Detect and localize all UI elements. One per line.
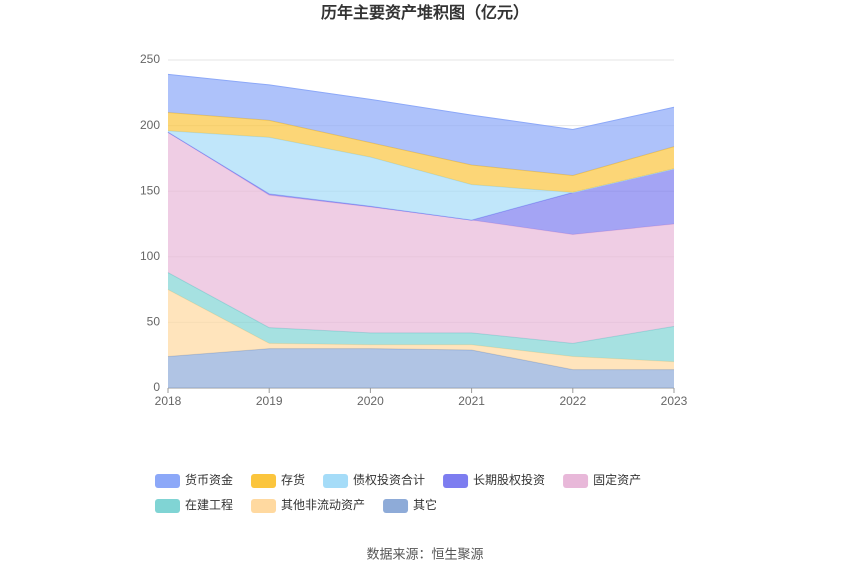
legend-swatch [155, 499, 180, 513]
area [168, 289, 674, 370]
legend-label: 其它 [413, 497, 437, 512]
area [168, 132, 674, 235]
legend-label: 其他非流动资产 [281, 498, 365, 512]
legend-swatch [563, 474, 589, 488]
area [168, 130, 674, 221]
area-edge [167, 73, 675, 131]
x-tick-label: 2019 [256, 394, 283, 408]
legend-swatch [251, 474, 277, 488]
legend-label: 固定资产 [593, 472, 641, 487]
area [168, 132, 674, 344]
x-tick-label: 2023 [661, 394, 688, 408]
y-tick-label: 0 [153, 380, 160, 394]
source: 数据来源：恒生聚源 [366, 546, 483, 561]
y-tick-label: 200 [140, 118, 160, 132]
y-tick-label: 50 [147, 315, 161, 329]
legend-swatch [383, 499, 409, 513]
legend-label: 货币资金 [185, 472, 233, 487]
legend-label: 长期股权投资 [473, 472, 545, 487]
area [168, 74, 674, 176]
x-tick-label: 2021 [458, 394, 485, 408]
area [168, 348, 674, 388]
area [168, 272, 674, 362]
legend-swatch [323, 474, 349, 488]
legend-label: 债权投资合计 [353, 472, 425, 487]
y-tick-label: 100 [140, 249, 160, 263]
y-tick-label: 250 [140, 52, 160, 66]
area [168, 112, 674, 193]
legend-label: 在建工程 [185, 497, 233, 512]
legend-label: 存货 [281, 472, 305, 487]
x-tick-label: 2022 [559, 394, 586, 408]
x-tick-label: 2018 [155, 394, 182, 408]
legend-swatch [251, 499, 277, 513]
y-tick-label: 150 [140, 183, 160, 197]
chart-title: 历年主要资产堆积图（亿元） [321, 3, 529, 22]
legend-swatch [443, 474, 469, 488]
x-tick-label: 2020 [357, 394, 384, 408]
legend-swatch [155, 474, 180, 488]
